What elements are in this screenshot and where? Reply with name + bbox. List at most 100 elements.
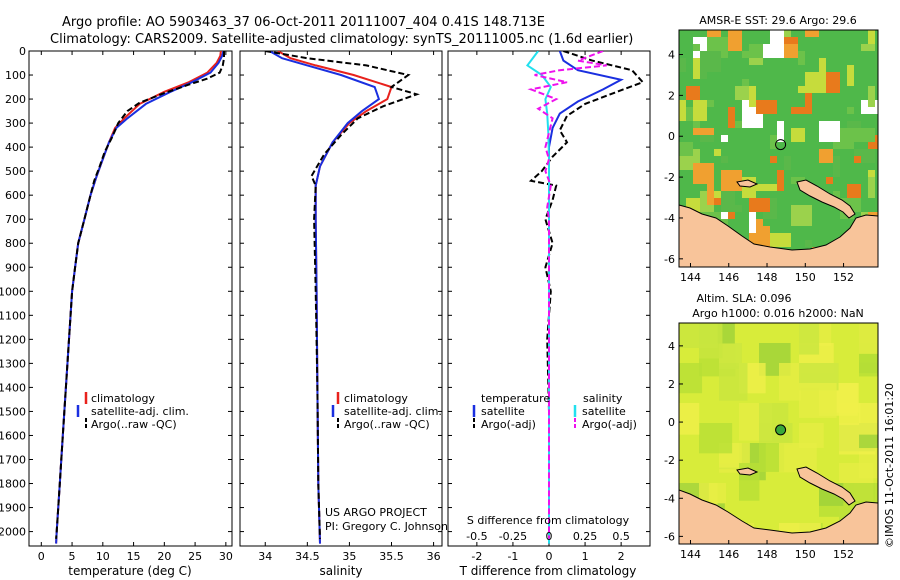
x-tick-label: 30 xyxy=(219,550,233,563)
difference-legend: temperature satellite Argo(-adj) salinit… xyxy=(472,392,637,431)
sst-map-frame xyxy=(678,29,879,268)
y-tick-label: 1500 xyxy=(0,405,26,418)
temperature-panel: 0100200300400500600700800900100011001200… xyxy=(0,45,233,578)
sla-cell xyxy=(799,323,820,355)
sla-map-frame xyxy=(678,322,879,545)
sst-cell xyxy=(749,86,756,107)
map-y-tick-label: 4 xyxy=(668,340,675,353)
sst-cell xyxy=(861,44,875,51)
legend-label-satellite: satellite-adj. clim. xyxy=(91,405,189,418)
legend-label-temp-satellite: satellite xyxy=(481,405,525,418)
map-x-tick-label: 152 xyxy=(833,548,854,561)
sla-island-newbritain xyxy=(796,466,856,506)
legend-label-temp-argo: Argo(-adj) xyxy=(481,418,536,431)
series-line-argo-raw-qc- xyxy=(265,51,420,539)
sst-cell xyxy=(805,30,812,37)
sst-cell xyxy=(700,212,721,219)
imos-credit: ©IMOS 11-Oct-2011 16:01:20 xyxy=(883,383,896,548)
map-y-tick-label: 0 xyxy=(668,130,675,143)
sst-cell xyxy=(833,156,840,177)
x-tick-label: 20 xyxy=(157,550,171,563)
sst-cell xyxy=(777,121,784,142)
salinity-axes-frame xyxy=(239,50,443,547)
sst-cell xyxy=(749,44,763,51)
y-tick-label: 1600 xyxy=(0,429,26,442)
difference-panel: -2 -1 0 1 2 S difference from climatology -0… xyxy=(447,50,651,578)
sla-cell xyxy=(839,403,861,426)
sla-cell xyxy=(859,403,878,435)
sst-cell xyxy=(791,128,805,142)
y-tick-label: 900 xyxy=(5,261,26,274)
y-tick-label: 1300 xyxy=(0,357,26,370)
sst-cell xyxy=(784,156,791,170)
x2-tick-label: 0.25 xyxy=(573,530,598,543)
x-tick-label: 35.5 xyxy=(379,550,404,563)
sst-cell xyxy=(847,65,854,86)
temperature-xlabel: temperature (deg C) xyxy=(68,564,191,578)
map-x-tick-label: 144 xyxy=(680,548,701,561)
legend-label-argo: Argo(..raw -QC) xyxy=(344,418,430,431)
y-tick-label: 300 xyxy=(5,117,26,130)
x2-tick-label: 0 xyxy=(546,530,553,543)
map-x-tick-label: 146 xyxy=(718,271,739,284)
salinity-panel: 34 34.5 35 35.5 36 salinity climatology sate… xyxy=(239,50,448,578)
sst-cell xyxy=(728,30,742,51)
sst-cell xyxy=(854,128,875,142)
x-tick-label: 34 xyxy=(258,550,272,563)
sst-cell xyxy=(721,219,728,226)
map-x-tick-label: 152 xyxy=(833,271,854,284)
legend-title-temperature: temperature xyxy=(481,392,550,405)
temperature-lines xyxy=(55,51,225,544)
sla-land-png xyxy=(679,489,878,544)
sst-cell xyxy=(868,177,875,198)
y-tick-label: 100 xyxy=(5,69,26,82)
sst-cell xyxy=(770,30,784,51)
sst-cell xyxy=(819,149,833,163)
map-y-tick-label: -6 xyxy=(664,530,675,543)
pi-credit: PI: Gregory C. Johnson xyxy=(325,520,448,533)
sla-cell xyxy=(719,343,742,369)
y-tick-label: 600 xyxy=(5,189,26,202)
temperature-legend: climatology satellite-adj. clim. Argo(..… xyxy=(76,392,189,431)
sst-cell xyxy=(756,184,777,191)
map-y-tick-label: 2 xyxy=(668,89,675,102)
y-tick-label: 1900 xyxy=(0,502,26,515)
sla-argo-marker xyxy=(775,424,787,436)
legend-label-sal-satellite: satellite xyxy=(582,405,626,418)
map-x-tick-label: 150 xyxy=(795,548,816,561)
sst-cell xyxy=(791,177,805,184)
sla-cell xyxy=(699,323,723,359)
salinity-xlabel: salinity xyxy=(319,564,362,578)
sst-land-png xyxy=(679,204,878,267)
map-y-tick-label: -2 xyxy=(664,171,675,184)
x-tick-label: -2 xyxy=(471,550,482,563)
y-tick-label: 700 xyxy=(5,213,26,226)
sst-cell xyxy=(693,163,714,184)
sst-cell xyxy=(854,156,861,163)
sla-cell xyxy=(679,363,703,394)
sst-cell xyxy=(721,135,728,142)
x-tick-label: 15 xyxy=(127,550,141,563)
sst-cell xyxy=(693,100,707,121)
sst-cell xyxy=(791,107,805,114)
x2-tick-label: 0.5 xyxy=(612,530,630,543)
map-y-tick-label: 0 xyxy=(668,416,675,429)
sst-cell xyxy=(868,30,875,44)
sst-cell xyxy=(714,149,721,156)
y-tick-label: 200 xyxy=(5,93,26,106)
y-tick-label: 1000 xyxy=(0,285,26,298)
series-line-salinity-argo-adj- xyxy=(527,51,607,539)
sla-cell xyxy=(699,483,726,504)
legend-label-sal-argo: Argo(-adj) xyxy=(582,418,637,431)
sst-cell xyxy=(679,58,686,72)
y-tick-label: 800 xyxy=(5,237,26,250)
sst-island-newbritain xyxy=(796,179,856,219)
sst-cell xyxy=(700,135,714,142)
x-tick-label: 10 xyxy=(96,550,110,563)
x-tick-label: 34.5 xyxy=(295,550,320,563)
sst-cell xyxy=(770,156,777,163)
sst-cell xyxy=(819,121,840,142)
sst-cell xyxy=(812,30,819,37)
sst-cell xyxy=(693,58,700,79)
legend-label-satellite: satellite-adj. clim. xyxy=(344,405,442,418)
